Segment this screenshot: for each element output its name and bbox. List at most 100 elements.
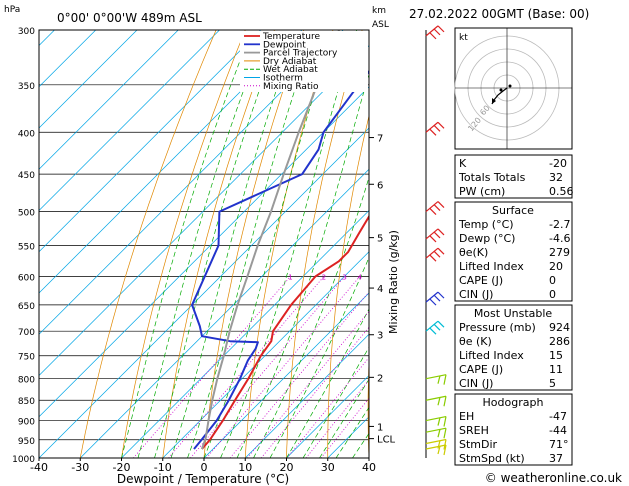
- surface-label: Lifted Index: [459, 260, 524, 273]
- wind-barb-flag: [437, 440, 441, 449]
- surface-label: Dewp (°C): [459, 232, 515, 245]
- wind-barb-flag: [433, 28, 441, 36]
- wind-barb-flag: [437, 201, 445, 209]
- surface-value: 279: [549, 246, 570, 259]
- most-unstable-table: Most Unstable Pressure (mb) 924 θe (K) 2…: [454, 304, 573, 391]
- pressure-tick-label: 450: [18, 171, 35, 181]
- legend-label: Isotherm: [263, 74, 303, 84]
- legend-label: Parcel Trajectory: [263, 49, 338, 59]
- isotherm-line: [162, 251, 369, 458]
- legend-bg: [240, 31, 368, 92]
- wind-barb-flag: [433, 294, 441, 302]
- wind-barb-staff: [425, 438, 447, 445]
- wind-barb-flag: [437, 429, 441, 438]
- mixing-ratio-line: [168, 276, 325, 458]
- index-label: PW (cm): [459, 185, 505, 198]
- wind-barb: [425, 415, 447, 427]
- wet-adiabat: [302, 346, 369, 458]
- wind-barb-flag: [429, 208, 437, 216]
- mixing-ratio-label: 3: [342, 273, 346, 281]
- mixing-ratio-line: [190, 276, 345, 458]
- wind-barb-flag: [433, 124, 441, 132]
- index-label: K: [459, 157, 467, 170]
- unstable-value: 15: [549, 349, 563, 362]
- unstable-label: CAPE (J): [459, 363, 503, 376]
- wind-barb: [425, 228, 445, 243]
- dry-adiabat: [586, 30, 617, 458]
- location-title: 0°00' 0°00'W 489m ASL: [57, 11, 202, 25]
- temperature-tick-label: -10: [154, 461, 172, 474]
- wet-adiabat: [203, 30, 336, 458]
- dry-adiabat: [79, 30, 217, 458]
- wind-barb-staff: [425, 395, 447, 401]
- surface-label: θe(K): [459, 246, 488, 259]
- wind-barb-staff: [425, 247, 439, 259]
- index-value: -20: [549, 157, 567, 170]
- x-axis-title: Dewpoint / Temperature (°C): [117, 472, 289, 486]
- isotherm-line: [39, 30, 303, 294]
- wet-adiabat: [121, 30, 253, 458]
- wind-barb-flag: [433, 204, 441, 212]
- mixing-ratio-line: [229, 291, 369, 458]
- wind-barb-staff: [425, 201, 439, 213]
- wind-barb-staff: [425, 444, 447, 450]
- mixing-ratio-label: 4: [358, 273, 363, 281]
- isotherm-line: [245, 333, 369, 458]
- unstable-label: CIN (J): [459, 377, 493, 390]
- surface-value: 0: [549, 288, 556, 301]
- km-tick-label: 2: [377, 373, 383, 384]
- temperature-tick-label: 40: [362, 461, 376, 474]
- surface-label: CAPE (J): [459, 274, 503, 287]
- wet-adiabat: [253, 176, 369, 458]
- mixing-ratio-label: 6: [380, 273, 385, 281]
- legend-label: Mixing Ratio: [263, 82, 319, 92]
- unstable-label: Pressure (mb): [459, 321, 536, 334]
- hodograph-value: -44: [549, 424, 567, 437]
- pressure-tick-label: 350: [18, 82, 35, 92]
- wind-barb-flag: [443, 428, 447, 439]
- wind-barb-flag: [433, 323, 441, 331]
- mixing-ratio-label: 1: [288, 273, 292, 281]
- wind-barb-flag: [443, 396, 447, 407]
- mixing-ratio-label: 2: [322, 273, 326, 281]
- wind-barb: [425, 247, 445, 262]
- wind-barb-flag: [433, 250, 441, 258]
- wet-adiabat: [236, 72, 369, 458]
- wet-adiabat: [286, 308, 369, 458]
- isotherm-line: [39, 30, 96, 88]
- isotherm-line: [39, 30, 344, 335]
- wind-barb-flag: [443, 374, 447, 385]
- isotherm-line: [39, 30, 220, 211]
- isotherm-line: [39, 30, 138, 129]
- isotherm-line: [0, 30, 13, 458]
- mixing-ratio-line: [247, 310, 369, 458]
- km-tick-label: 5: [377, 234, 383, 245]
- km-tick-label: 1: [377, 422, 383, 433]
- surface-box: [454, 201, 573, 302]
- legend-label: Dry Adiabat: [263, 57, 317, 67]
- hodograph-label: StmSpd (kt): [459, 452, 525, 465]
- wind-barb: [425, 25, 445, 40]
- wind-barb: [425, 427, 447, 439]
- pressure-tick-label: 550: [18, 243, 35, 253]
- wind-barb-flag: [437, 247, 445, 255]
- pressure-tick-label: 700: [18, 328, 35, 338]
- isotherm-line: [80, 168, 369, 458]
- hodograph-storm-marker: [499, 88, 503, 92]
- mixing-ratio-line: [286, 356, 369, 458]
- dry-adiabat: [619, 30, 629, 458]
- unstable-value: 286: [549, 335, 570, 348]
- legend-label: Temperature: [262, 32, 320, 42]
- wind-barb: [425, 395, 447, 407]
- wind-barb-staff: [425, 415, 447, 422]
- dry-adiabat: [244, 30, 334, 458]
- temperature-tick-label: 10: [238, 461, 252, 474]
- index-label: Totals Totals: [458, 171, 526, 184]
- wind-barb-flag: [429, 128, 437, 136]
- wind-barb-flag: [443, 416, 447, 427]
- wind-barb-flag: [437, 445, 441, 455]
- wind-barb-staff: [425, 228, 439, 240]
- wet-adiabat: [269, 256, 369, 458]
- indices-table: K -20 Totals Totals 32 PW (cm) 0.56: [454, 154, 574, 199]
